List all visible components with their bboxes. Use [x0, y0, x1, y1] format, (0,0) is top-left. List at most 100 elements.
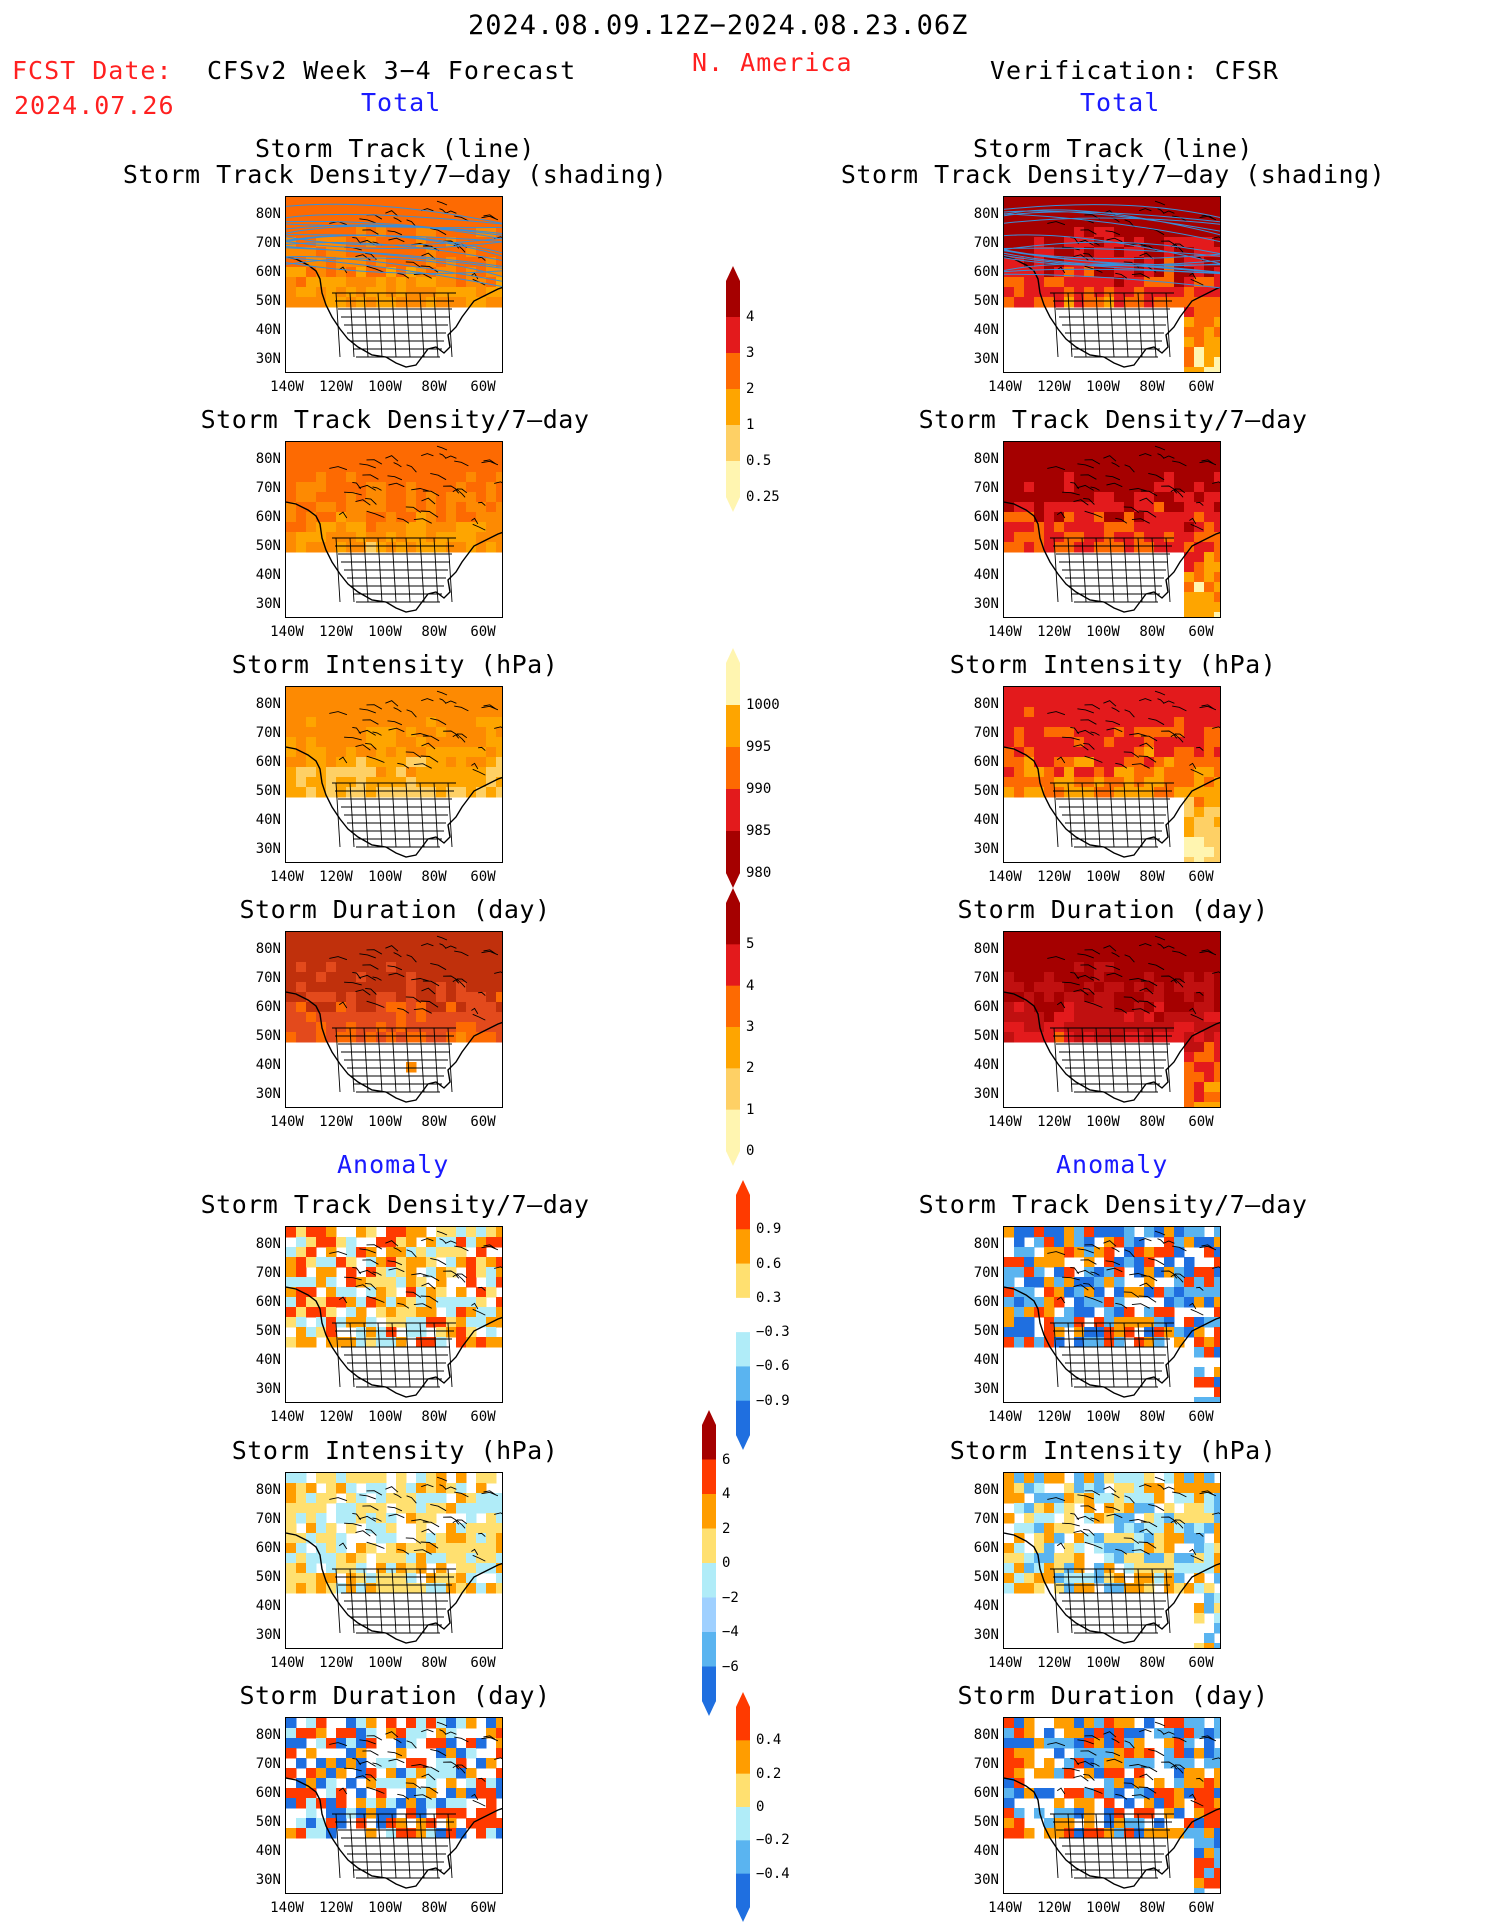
shading-cell — [1014, 237, 1025, 248]
shading-cell — [1084, 1327, 1095, 1338]
shading-cell — [1024, 1012, 1035, 1023]
shading-cell — [1214, 797, 1220, 808]
shading-cell — [1144, 1287, 1155, 1298]
shading-cell — [486, 717, 497, 728]
shading-cell — [1174, 287, 1185, 298]
shading-cell — [466, 1227, 477, 1238]
shading-cell — [1054, 962, 1065, 973]
shading-cell — [1204, 367, 1215, 372]
shading-cell — [1214, 827, 1220, 838]
shading-cell — [1144, 767, 1155, 778]
shading-cell — [1214, 237, 1220, 248]
shading-cell — [1204, 837, 1215, 848]
shading-cell — [1004, 1483, 1015, 1494]
shading-cell — [1194, 592, 1205, 603]
shading-cell — [406, 287, 417, 298]
shading-cell — [326, 1267, 337, 1278]
colorbar-segment — [736, 1773, 750, 1808]
shading-cell — [1124, 1237, 1135, 1248]
shading-cell — [456, 257, 467, 268]
shading-cell — [496, 522, 502, 533]
shading-cell — [286, 787, 297, 798]
shading-cell — [486, 687, 497, 698]
shading-cell — [386, 237, 397, 248]
shading-cell — [386, 1247, 397, 1258]
shading-cell — [1194, 952, 1205, 963]
shading-cell — [446, 287, 457, 298]
shading-cell — [1164, 1758, 1175, 1769]
shading-cell — [466, 942, 477, 953]
shading-cell — [1174, 1553, 1185, 1564]
shading-cell — [1214, 502, 1220, 513]
shading-cell — [1044, 932, 1055, 943]
shading-cell — [366, 1768, 377, 1779]
shading-cell — [1194, 572, 1205, 583]
shading-cell — [336, 452, 347, 463]
shading-cell — [456, 1473, 467, 1484]
shading-cell — [1074, 542, 1085, 553]
shading-cell — [496, 952, 502, 963]
shading-cell — [476, 1533, 487, 1544]
shading-cell — [1144, 972, 1155, 983]
shading-cell — [1054, 542, 1065, 553]
shading-cell — [346, 932, 357, 943]
shading-cell — [326, 787, 337, 798]
shading-cell — [376, 502, 387, 513]
shading-cell — [316, 267, 327, 278]
shading-cell — [296, 1267, 307, 1278]
shading-cell — [466, 1543, 477, 1554]
shading-cell — [1054, 472, 1065, 483]
shading-cell — [446, 767, 457, 778]
shading-cell — [1134, 1287, 1145, 1298]
shading-cell — [366, 1277, 377, 1288]
shading-cell — [1174, 767, 1185, 778]
shading-cell — [1044, 1513, 1055, 1524]
lat-tick-label: 80N — [255, 1482, 281, 1498]
shading-cell — [316, 442, 327, 453]
shading-cell — [336, 1473, 347, 1484]
shading-cell — [466, 1778, 477, 1789]
shading-cell — [426, 452, 437, 463]
shading-cell — [436, 787, 447, 798]
shading-cell — [1094, 727, 1105, 738]
shading-cell — [426, 1738, 437, 1749]
shading-cell — [1144, 1523, 1155, 1534]
shading-cell — [376, 482, 387, 493]
shading-cell — [1124, 727, 1135, 738]
shading-cell — [1214, 1523, 1220, 1534]
colorbar-segment — [736, 1366, 750, 1402]
shading-cell — [366, 287, 377, 298]
shading-cell — [406, 972, 417, 983]
shading-cell — [316, 707, 327, 718]
shading-cell — [326, 287, 337, 298]
shading-cell — [1084, 1002, 1095, 1013]
shading-cell — [386, 747, 397, 758]
shading-cell — [1144, 1022, 1155, 1033]
shading-cell — [336, 787, 347, 798]
colorbar-label: −2 — [722, 1589, 739, 1606]
shading-cell — [1014, 1503, 1025, 1514]
shading-cell — [1194, 1337, 1205, 1348]
lat-tick-label: 40N — [973, 812, 999, 828]
shading-cell — [306, 1257, 317, 1268]
shading-cell — [1154, 787, 1165, 798]
shading-cell — [426, 982, 437, 993]
shading-cell — [1064, 1022, 1075, 1033]
shading-cell — [396, 207, 407, 218]
shading-cell — [1144, 952, 1155, 963]
shading-cell — [466, 1002, 477, 1013]
shading-cell — [396, 747, 407, 758]
shading-cell — [1044, 237, 1055, 248]
shading-cell — [346, 287, 357, 298]
shading-cell — [486, 452, 497, 463]
shading-cell — [326, 1227, 337, 1238]
shading-cell — [1104, 697, 1115, 708]
lat-tick-label: 30N — [973, 1872, 999, 1888]
shading-cell — [1024, 1267, 1035, 1278]
shading-cell — [1114, 1002, 1125, 1013]
lat-tick-label: 30N — [255, 841, 281, 857]
shading-cell — [1144, 227, 1155, 238]
shading-cell — [1074, 707, 1085, 718]
shading-cell — [1204, 1583, 1215, 1594]
lon-tick-label: 120W — [1037, 1409, 1071, 1425]
